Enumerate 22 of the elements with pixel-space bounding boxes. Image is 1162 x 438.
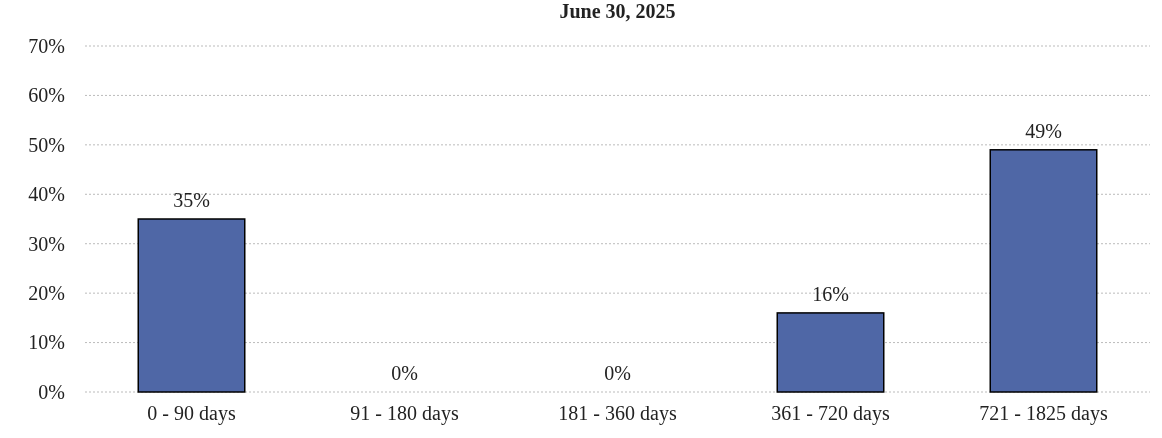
data-label: 49% [1025, 119, 1062, 142]
data-label: 16% [812, 282, 849, 305]
x-tick-label: 181 - 360 days [558, 402, 677, 426]
y-tick-label: 10% [28, 331, 65, 354]
y-tick-label: 50% [28, 133, 65, 156]
chart-title: June 30, 2025 [559, 0, 676, 22]
x-tick-label: 721 - 1825 days [979, 402, 1108, 426]
x-tick-label: 361 - 720 days [771, 402, 890, 426]
data-label: 0% [604, 362, 631, 384]
y-tick-label: 0% [38, 380, 65, 403]
bar [137, 218, 246, 393]
data-label: 0% [391, 362, 418, 384]
bar [776, 312, 885, 393]
x-tick-label: 0 - 90 days [147, 402, 236, 426]
data-label: 35% [173, 189, 210, 211]
y-tick-label: 20% [28, 282, 65, 305]
y-tick-label: 70% [28, 34, 65, 57]
x-tick-label: 91 - 180 days [350, 402, 459, 426]
y-tick-label: 40% [28, 183, 65, 206]
y-tick-label: 30% [28, 232, 65, 255]
y-tick-label: 60% [28, 84, 65, 107]
bar [989, 149, 1098, 393]
